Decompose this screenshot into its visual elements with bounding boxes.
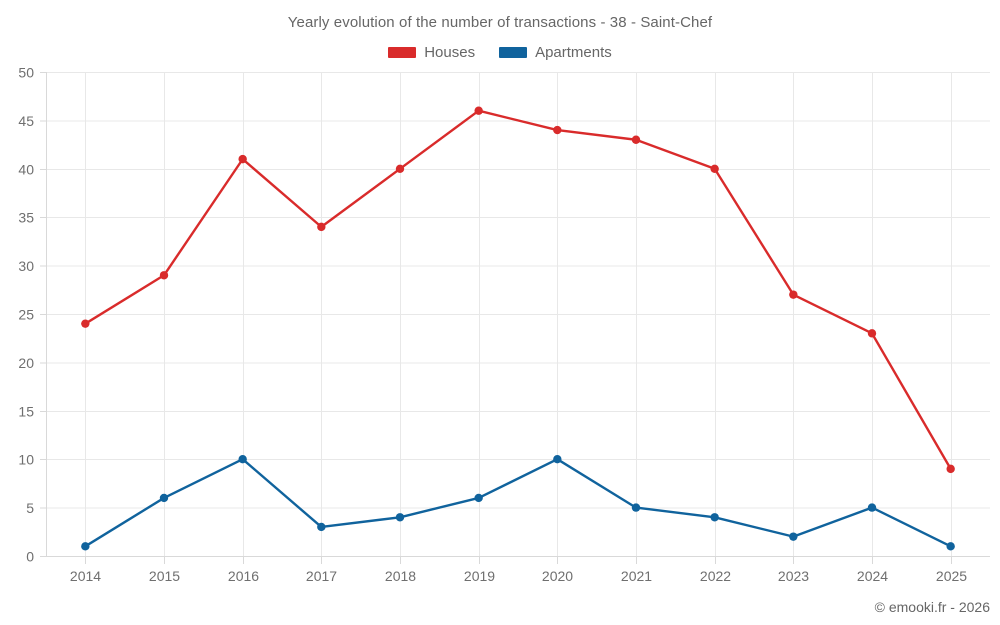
data-point[interactable] — [946, 464, 955, 474]
data-point[interactable] — [789, 290, 798, 299]
y-axis-tick-label: 50 — [18, 65, 34, 81]
x-axis-tick-label: 2014 — [70, 568, 101, 584]
x-axis-tick-label: 2023 — [778, 568, 809, 584]
data-point[interactable] — [395, 164, 405, 173]
y-axis-tick-label: 35 — [18, 210, 34, 226]
data-point[interactable] — [710, 513, 719, 522]
data-point[interactable] — [81, 542, 90, 551]
y-axis-tick-label: 30 — [18, 258, 34, 274]
data-point[interactable] — [946, 542, 955, 551]
legend-item-houses[interactable]: Houses — [388, 44, 475, 61]
x-axis-tick-label: 2018 — [385, 568, 416, 584]
x-axis-tick-label: 2016 — [228, 568, 259, 584]
x-axis-tick-label: 2017 — [306, 568, 337, 584]
legend-label-houses: Houses — [424, 44, 476, 61]
data-point[interactable] — [631, 135, 641, 144]
data-point[interactable] — [867, 503, 877, 512]
series-houses — [81, 106, 955, 474]
data-point[interactable] — [159, 493, 169, 503]
data-point[interactable] — [81, 319, 90, 328]
y-axis-tick-label: 45 — [18, 113, 34, 129]
data-point[interactable] — [474, 493, 483, 503]
x-axis-tick-label: 2020 — [542, 568, 573, 584]
data-point[interactable] — [317, 222, 326, 232]
x-axis-tick-label: 2019 — [464, 568, 495, 584]
legend-label-apartments: Apartments — [535, 44, 612, 61]
series-line-apartments — [84, 458, 952, 548]
data-point[interactable] — [238, 154, 247, 164]
data-point[interactable] — [238, 455, 247, 464]
y-axis-tick-label: 15 — [18, 403, 34, 419]
y-axis-tick-label: 10 — [18, 452, 34, 468]
data-point[interactable] — [631, 503, 641, 512]
series-apartments — [81, 455, 955, 551]
data-point[interactable] — [867, 329, 877, 338]
chart-title: Yearly evolution of the number of transa… — [287, 14, 713, 31]
x-axis-tick-label: 2015 — [149, 568, 180, 584]
data-point[interactable] — [317, 522, 326, 532]
x-axis-tick-label: 2025 — [936, 568, 967, 584]
y-axis-tick-label: 5 — [26, 500, 34, 516]
series-line-houses — [84, 109, 952, 471]
data-point[interactable] — [474, 106, 483, 115]
legend-swatch-apartments — [499, 47, 528, 58]
data-point[interactable] — [553, 125, 562, 135]
x-axis-tick-label: 2022 — [700, 568, 731, 584]
y-axis-tick-label: 40 — [18, 161, 34, 177]
data-point[interactable] — [710, 164, 719, 173]
data-point[interactable] — [553, 455, 562, 464]
x-axis-tick-label: 2024 — [857, 568, 888, 584]
chart-legend: Houses Apartments — [0, 44, 1000, 61]
data-point[interactable] — [159, 271, 169, 280]
data-point[interactable] — [789, 532, 798, 541]
x-axis-tick-label: 2021 — [621, 568, 652, 584]
data-point[interactable] — [395, 513, 405, 522]
legend-swatch-houses — [388, 47, 417, 58]
y-axis-tick-label: 25 — [18, 307, 34, 323]
footer-credit: © emooki.fr - 2026 — [874, 599, 990, 615]
y-axis-tick-label: 0 — [26, 549, 34, 565]
y-axis-tick-label: 20 — [18, 355, 34, 371]
legend-item-apartments[interactable]: Apartments — [499, 44, 612, 61]
